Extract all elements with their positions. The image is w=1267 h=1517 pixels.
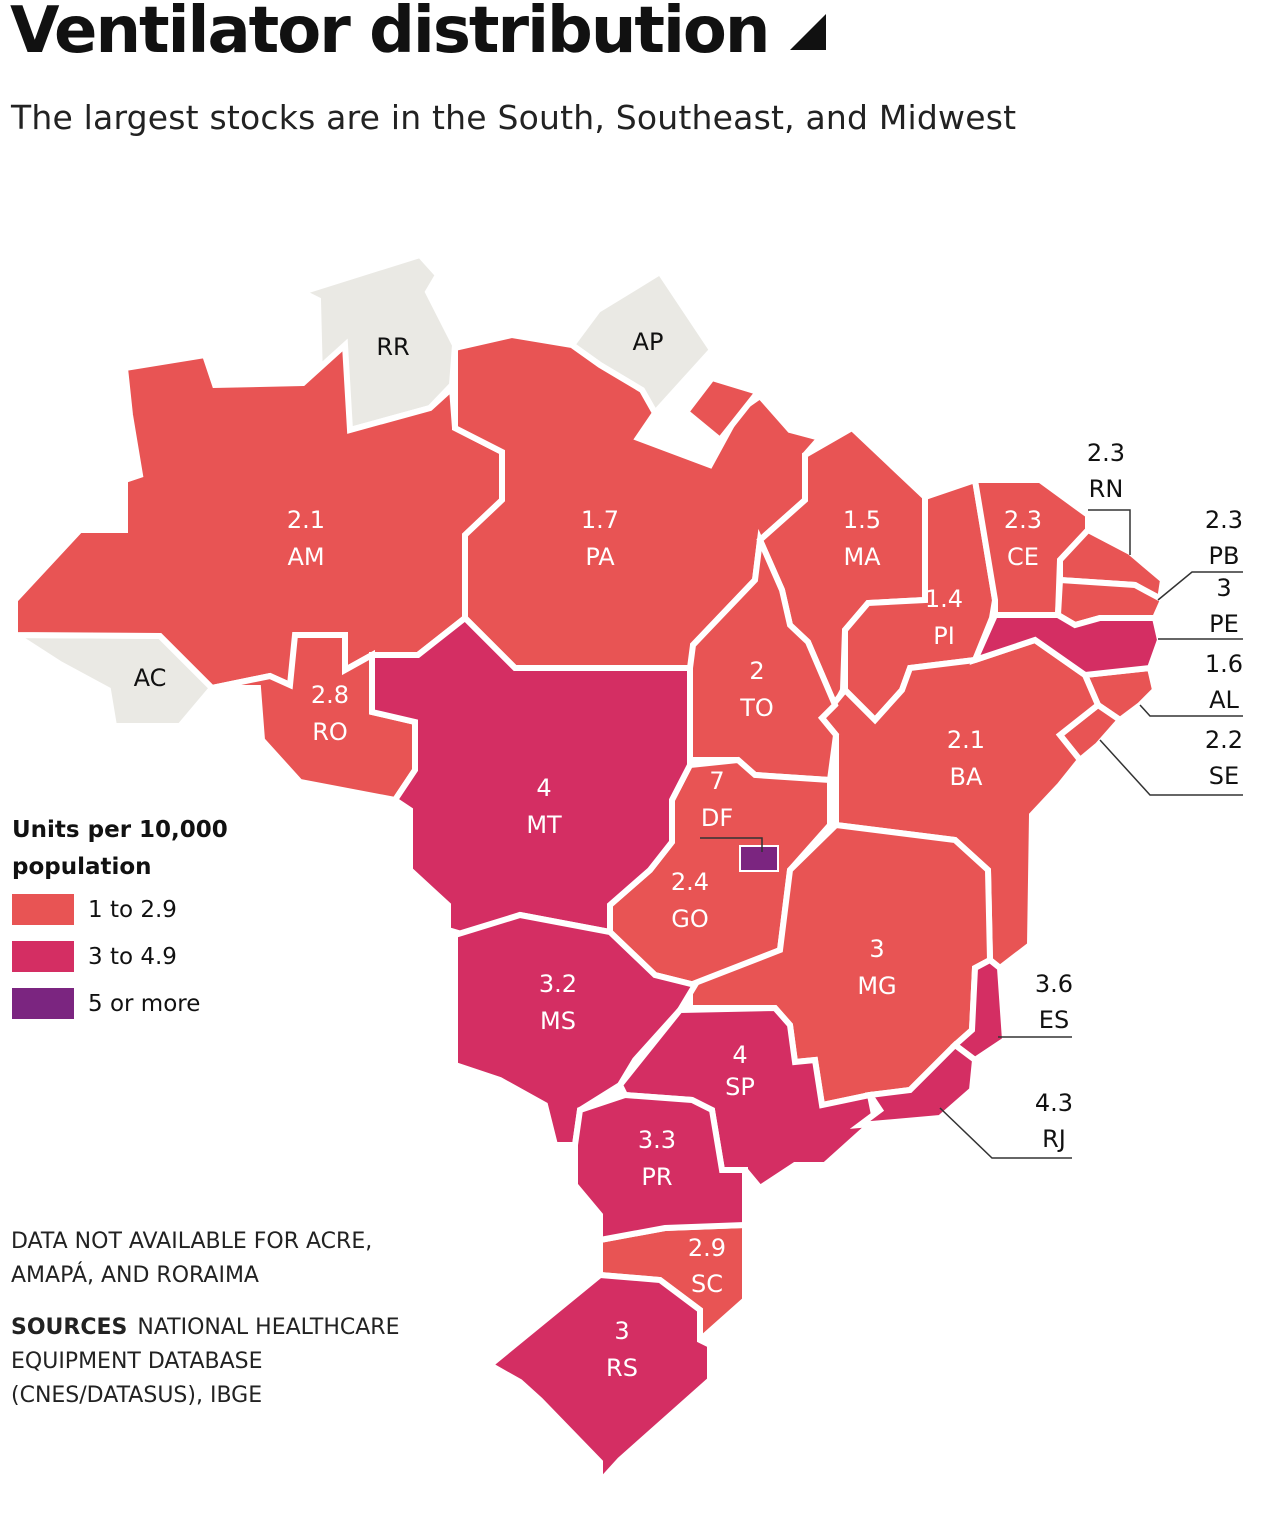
label-to: TO xyxy=(739,694,774,722)
label-sc: SC xyxy=(691,1270,723,1298)
legend-title: Units per 10,000 population xyxy=(12,817,228,880)
value-ce: 2.3 xyxy=(1004,506,1042,534)
region-pa-island xyxy=(681,374,764,445)
label-sp: SP xyxy=(725,1073,755,1101)
legend-swatch xyxy=(12,894,74,925)
value-es: 3.6 xyxy=(1035,970,1073,998)
label-rn: RN xyxy=(1089,475,1124,503)
leader-al xyxy=(1139,704,1243,717)
region-pr xyxy=(572,1091,748,1244)
sources-label: SOURCES xyxy=(11,1315,128,1340)
label-pa: PA xyxy=(585,543,615,571)
region-rs xyxy=(484,1271,713,1490)
value-am: 2.1 xyxy=(287,506,325,534)
value-ro: 2.8 xyxy=(311,681,349,709)
label-am: AM xyxy=(287,543,324,571)
label-pr: PR xyxy=(641,1163,672,1191)
label-rj: RJ xyxy=(1042,1125,1066,1153)
value-rs: 3 xyxy=(614,1317,629,1345)
value-to: 2 xyxy=(749,657,764,685)
legend-label: 1 to 2.9 xyxy=(88,896,177,923)
value-go: 2.4 xyxy=(671,868,709,896)
value-pe: 3 xyxy=(1216,574,1231,602)
label-rs: RS xyxy=(606,1354,638,1382)
label-go: GO xyxy=(671,905,709,933)
region-df xyxy=(739,845,779,872)
leader-df xyxy=(700,837,763,852)
label-pb: PB xyxy=(1209,542,1240,570)
sources-text: NATIONAL HEALTHCARE EQUIPMENT DATABASE (… xyxy=(11,1315,400,1408)
sources-note: SOURCES NATIONAL HEALTHCARE EQUIPMENT DAT… xyxy=(11,1311,431,1413)
legend: Units per 10,000 population 1 to 2.9 3 t… xyxy=(12,812,272,1027)
legend-item-high: 5 or more xyxy=(12,980,272,1027)
label-ms: MS xyxy=(540,1007,576,1035)
legend-label: 5 or more xyxy=(88,990,201,1017)
value-al: 1.6 xyxy=(1205,650,1243,678)
value-ma: 1.5 xyxy=(843,506,881,534)
legend-label: 3 to 4.9 xyxy=(88,943,177,970)
legend-item-low: 1 to 2.9 xyxy=(12,886,272,933)
leader-pb xyxy=(1157,571,1243,601)
region-rj xyxy=(849,1041,979,1129)
value-mg: 3 xyxy=(869,935,884,963)
label-df: DF xyxy=(701,804,733,832)
value-pi: 1.4 xyxy=(925,585,963,613)
label-ce: CE xyxy=(1007,543,1039,571)
label-mg: MG xyxy=(857,972,896,1000)
value-mt: 4 xyxy=(536,774,551,802)
legend-swatch xyxy=(12,941,74,972)
leader-rn xyxy=(1088,509,1131,555)
label-pe: PE xyxy=(1209,610,1239,638)
label-al: AL xyxy=(1209,686,1239,714)
value-se: 2.2 xyxy=(1205,726,1243,754)
label-ba: BA xyxy=(950,763,983,791)
value-df: 7 xyxy=(709,767,724,795)
label-es: ES xyxy=(1039,1006,1069,1034)
label-ac: AC xyxy=(134,664,167,692)
value-pa: 1.7 xyxy=(581,506,619,534)
legend-swatch xyxy=(12,988,74,1019)
triangle-icon xyxy=(790,14,827,50)
leader-rj xyxy=(939,1107,1072,1159)
label-pi: PI xyxy=(933,622,955,650)
value-ms: 3.2 xyxy=(539,970,577,998)
value-ba: 2.1 xyxy=(947,726,985,754)
legend-item-mid: 3 to 4.9 xyxy=(12,933,272,980)
region-to xyxy=(687,528,840,784)
leader-se xyxy=(1099,739,1243,796)
value-rn: 2.3 xyxy=(1087,439,1125,467)
value-pr: 3.3 xyxy=(638,1126,676,1154)
map-subtitle: The largest stocks are in the South, Sou… xyxy=(11,98,1017,137)
label-ap: AP xyxy=(633,328,664,356)
value-sc: 2.9 xyxy=(688,1234,726,1262)
region-es xyxy=(950,956,1009,1064)
label-ma: MA xyxy=(843,543,881,571)
label-se: SE xyxy=(1209,762,1239,790)
label-rr: RR xyxy=(376,333,409,361)
label-mt: MT xyxy=(526,811,562,839)
value-rj: 4.3 xyxy=(1035,1089,1073,1117)
value-pb: 2.3 xyxy=(1205,506,1243,534)
value-sp: 4 xyxy=(732,1041,747,1069)
footnote: DATA NOT AVAILABLE FOR ACRE, AMAPÁ, AND … xyxy=(11,1229,373,1288)
label-ro: RO xyxy=(312,718,348,746)
map-title: Ventilator distribution xyxy=(10,0,827,68)
region-pe xyxy=(969,612,1164,679)
